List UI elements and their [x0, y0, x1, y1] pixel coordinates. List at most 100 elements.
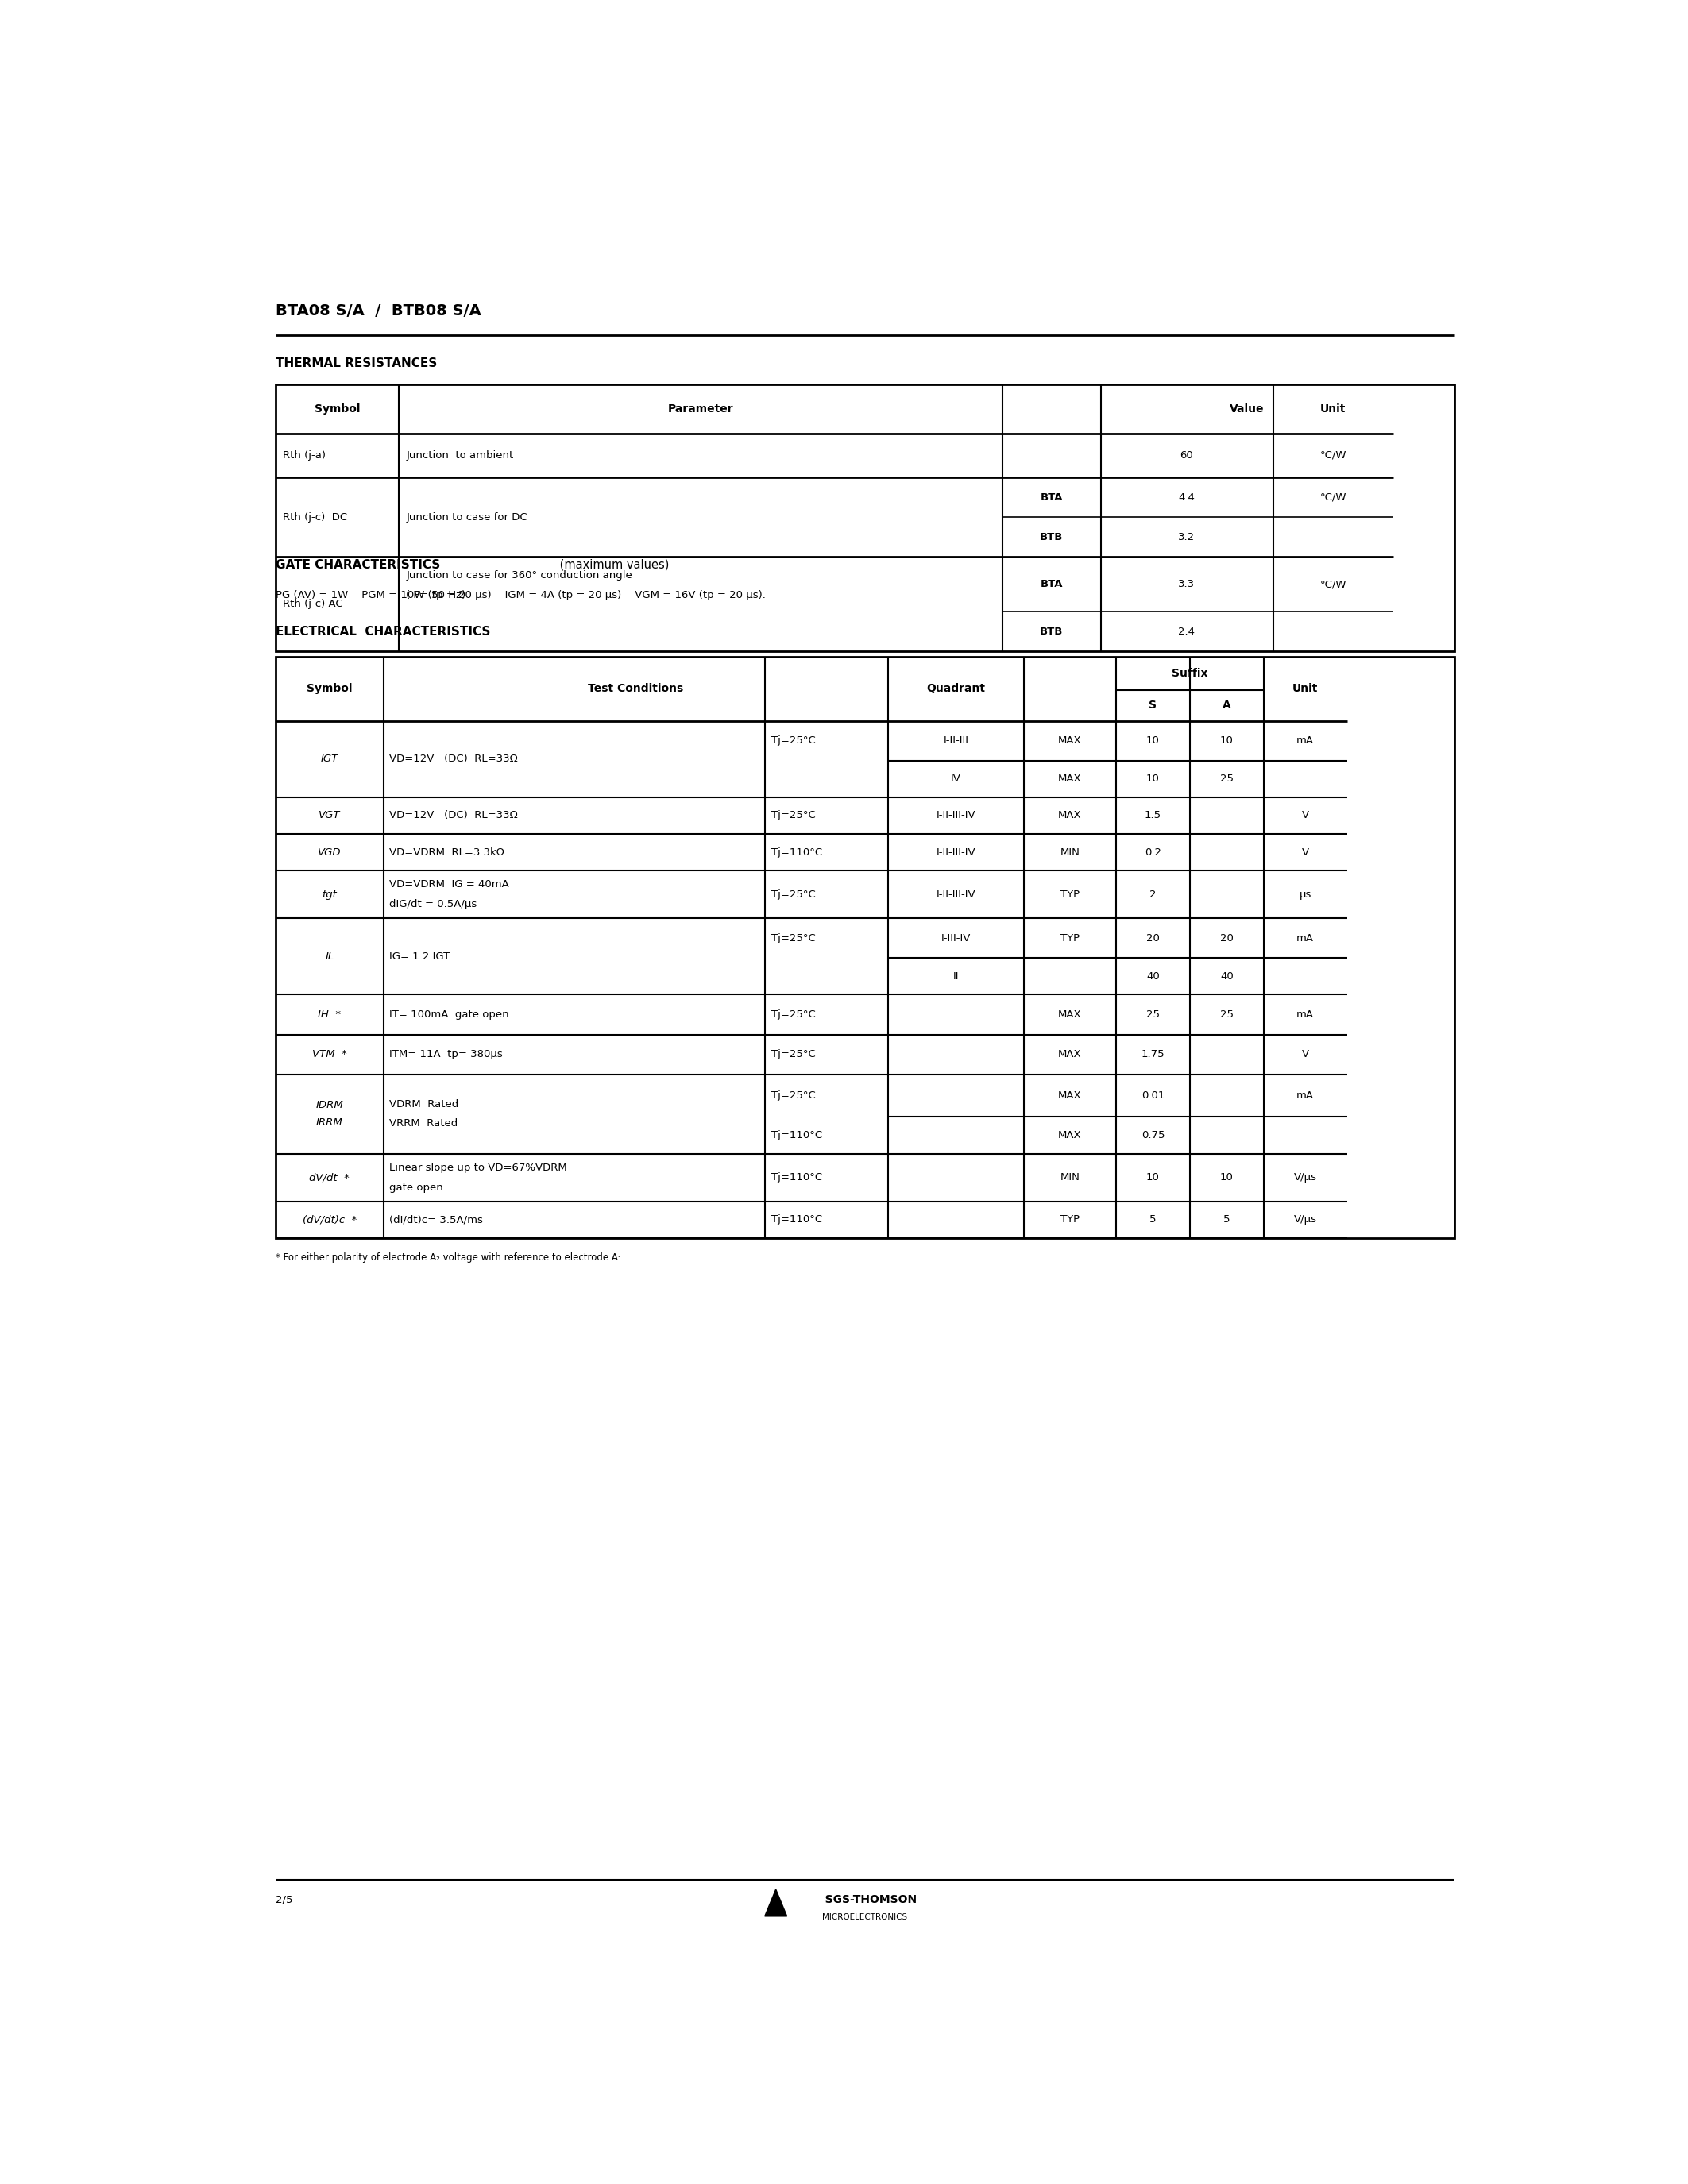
Text: 25: 25: [1220, 1009, 1234, 1020]
Text: 10: 10: [1146, 1173, 1160, 1184]
Text: 40: 40: [1146, 972, 1160, 981]
Text: MAX: MAX: [1058, 1090, 1082, 1101]
Text: Tj=110°C: Tj=110°C: [771, 1173, 822, 1184]
Text: Symbol: Symbol: [314, 404, 360, 415]
Text: Rth (j-c)  DC: Rth (j-c) DC: [284, 511, 348, 522]
Text: VGT: VGT: [319, 810, 341, 821]
Text: dV/dt  *: dV/dt *: [309, 1173, 349, 1184]
Text: mA: mA: [1296, 1090, 1313, 1101]
Text: 10: 10: [1220, 736, 1234, 745]
Text: I-II-III-IV: I-II-III-IV: [937, 810, 976, 821]
Text: 3.2: 3.2: [1178, 531, 1195, 542]
Text: TYP: TYP: [1060, 933, 1079, 943]
Text: 0.75: 0.75: [1141, 1129, 1165, 1140]
Text: (dV/dt)c  *: (dV/dt)c *: [302, 1214, 356, 1225]
Text: Tj=110°C: Tj=110°C: [771, 1214, 822, 1225]
Text: MICROELECTRONICS: MICROELECTRONICS: [822, 1913, 908, 1920]
Text: BTB: BTB: [1040, 531, 1063, 542]
Text: Tj=25°C: Tj=25°C: [771, 1009, 815, 1020]
Text: Linear slope up to VD=67%VDRM: Linear slope up to VD=67%VDRM: [390, 1162, 567, 1173]
Text: Tj=110°C: Tj=110°C: [771, 1129, 822, 1140]
Text: MAX: MAX: [1058, 1009, 1082, 1020]
Text: VD=VDRM  RL=3.3kΩ: VD=VDRM RL=3.3kΩ: [390, 847, 505, 858]
Text: BTA: BTA: [1040, 579, 1063, 590]
Text: °C/W: °C/W: [1320, 491, 1347, 502]
Text: Test Conditions: Test Conditions: [587, 684, 684, 695]
Text: mA: mA: [1296, 736, 1313, 745]
Text: Tj=25°C: Tj=25°C: [771, 933, 815, 943]
Text: MAX: MAX: [1058, 736, 1082, 745]
Text: I-III-IV: I-III-IV: [942, 933, 971, 943]
Text: Unit: Unit: [1293, 684, 1318, 695]
Text: IG= 1.2 IGT: IG= 1.2 IGT: [390, 952, 451, 961]
Text: (maximum values): (maximum values): [555, 559, 668, 570]
Text: Tj=25°C: Tj=25°C: [771, 889, 815, 900]
Text: Junction  to ambient: Junction to ambient: [407, 450, 513, 461]
Text: V: V: [1301, 847, 1308, 858]
Text: 2.4: 2.4: [1178, 627, 1195, 638]
Text: BTA: BTA: [1040, 491, 1063, 502]
Text: BTB: BTB: [1040, 627, 1063, 638]
Text: Tj=25°C: Tj=25°C: [771, 1048, 815, 1059]
Text: 10: 10: [1220, 1173, 1234, 1184]
Text: Parameter: Parameter: [668, 404, 733, 415]
Text: IRRM: IRRM: [316, 1118, 343, 1127]
Text: Junction to case for 360° conduction angle: Junction to case for 360° conduction ang…: [407, 570, 633, 581]
Text: Tj=110°C: Tj=110°C: [771, 847, 822, 858]
Text: 20: 20: [1220, 933, 1234, 943]
Text: 2/5: 2/5: [275, 1894, 292, 1904]
Text: Tj=25°C: Tj=25°C: [771, 736, 815, 745]
Text: ELECTRICAL  CHARACTERISTICS: ELECTRICAL CHARACTERISTICS: [275, 627, 491, 638]
Text: 4.4: 4.4: [1178, 491, 1195, 502]
Text: IT= 100mA  gate open: IT= 100mA gate open: [390, 1009, 510, 1020]
Text: Rth (j-c) AC: Rth (j-c) AC: [284, 598, 343, 609]
Text: 10: 10: [1146, 736, 1160, 745]
Text: MIN: MIN: [1060, 1173, 1080, 1184]
Text: SGS-THOMSON: SGS-THOMSON: [814, 1894, 917, 1904]
Text: 40: 40: [1220, 972, 1234, 981]
Text: MAX: MAX: [1058, 773, 1082, 784]
Text: IH  *: IH *: [317, 1009, 341, 1020]
Text: V/μs: V/μs: [1293, 1214, 1317, 1225]
Text: 25: 25: [1220, 773, 1234, 784]
Text: Symbol: Symbol: [307, 684, 353, 695]
Text: VDRM  Rated: VDRM Rated: [390, 1099, 459, 1109]
Text: VRRM  Rated: VRRM Rated: [390, 1118, 457, 1129]
Text: I-II-III-IV: I-II-III-IV: [937, 889, 976, 900]
Text: 2: 2: [1150, 889, 1156, 900]
Text: 20: 20: [1146, 933, 1160, 943]
Text: (dI/dt)c= 3.5A/ms: (dI/dt)c= 3.5A/ms: [390, 1214, 483, 1225]
Text: 0.2: 0.2: [1144, 847, 1161, 858]
Text: S: S: [1150, 699, 1156, 710]
Text: 5: 5: [1150, 1214, 1156, 1225]
Text: Junction to case for DC: Junction to case for DC: [407, 511, 527, 522]
Text: MAX: MAX: [1058, 1048, 1082, 1059]
Text: II: II: [954, 972, 959, 981]
Text: IV: IV: [950, 773, 960, 784]
Text: 60: 60: [1180, 450, 1193, 461]
Text: 3.3: 3.3: [1178, 579, 1195, 590]
Text: Unit: Unit: [1320, 404, 1345, 415]
Text: dIG/dt = 0.5A/μs: dIG/dt = 0.5A/μs: [390, 900, 478, 909]
Text: THERMAL RESISTANCES: THERMAL RESISTANCES: [275, 356, 437, 369]
Text: ( F= 50 Hz): ( F= 50 Hz): [407, 590, 466, 601]
Text: * For either polarity of electrode A₂ voltage with reference to electrode A₁.: * For either polarity of electrode A₂ vo…: [275, 1251, 625, 1262]
Text: MAX: MAX: [1058, 810, 1082, 821]
Text: VGD: VGD: [317, 847, 341, 858]
Text: Value: Value: [1229, 404, 1264, 415]
Text: BTA08 S/A  /  BTB08 S/A: BTA08 S/A / BTB08 S/A: [275, 304, 481, 319]
Text: VD=12V   (DC)  RL=33Ω: VD=12V (DC) RL=33Ω: [390, 753, 518, 764]
Text: VTM  *: VTM *: [312, 1048, 348, 1059]
Text: Quadrant: Quadrant: [927, 684, 986, 695]
Text: TYP: TYP: [1060, 1214, 1079, 1225]
Text: V: V: [1301, 1048, 1308, 1059]
Text: °C/W: °C/W: [1320, 450, 1347, 461]
Text: MIN: MIN: [1060, 847, 1080, 858]
Text: MAX: MAX: [1058, 1129, 1082, 1140]
Text: 1.5: 1.5: [1144, 810, 1161, 821]
Text: gate open: gate open: [390, 1182, 444, 1192]
Text: VD=12V   (DC)  RL=33Ω: VD=12V (DC) RL=33Ω: [390, 810, 518, 821]
Text: I-II-III-IV: I-II-III-IV: [937, 847, 976, 858]
Text: V/μs: V/μs: [1293, 1173, 1317, 1184]
Text: IDRM: IDRM: [316, 1101, 343, 1109]
